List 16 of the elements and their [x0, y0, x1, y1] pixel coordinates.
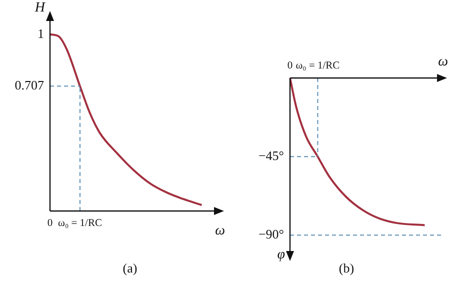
text: (a) [122, 260, 138, 276]
y-tick-label: 0.707 [14, 78, 44, 93]
y-axis-title: H [34, 0, 46, 16]
y-axis-title: φ [277, 248, 286, 263]
x-tick-label: 0 [287, 60, 293, 72]
x-axis-title: ω [438, 54, 448, 70]
x-tick-label: ω₀ = 1/RC [296, 60, 340, 72]
line-series [290, 78, 426, 226]
x-tick-label: 0 [47, 218, 53, 230]
x-axis-title: ω [215, 224, 226, 239]
text: (b) [338, 260, 354, 276]
y-tick-label: −45° [258, 148, 284, 164]
line-series [50, 33, 203, 206]
y-tick-label: −90° [258, 226, 284, 242]
y-tick-label: 1 [38, 26, 44, 41]
x-tick-label: ω₀ = 1/RC [58, 218, 102, 230]
